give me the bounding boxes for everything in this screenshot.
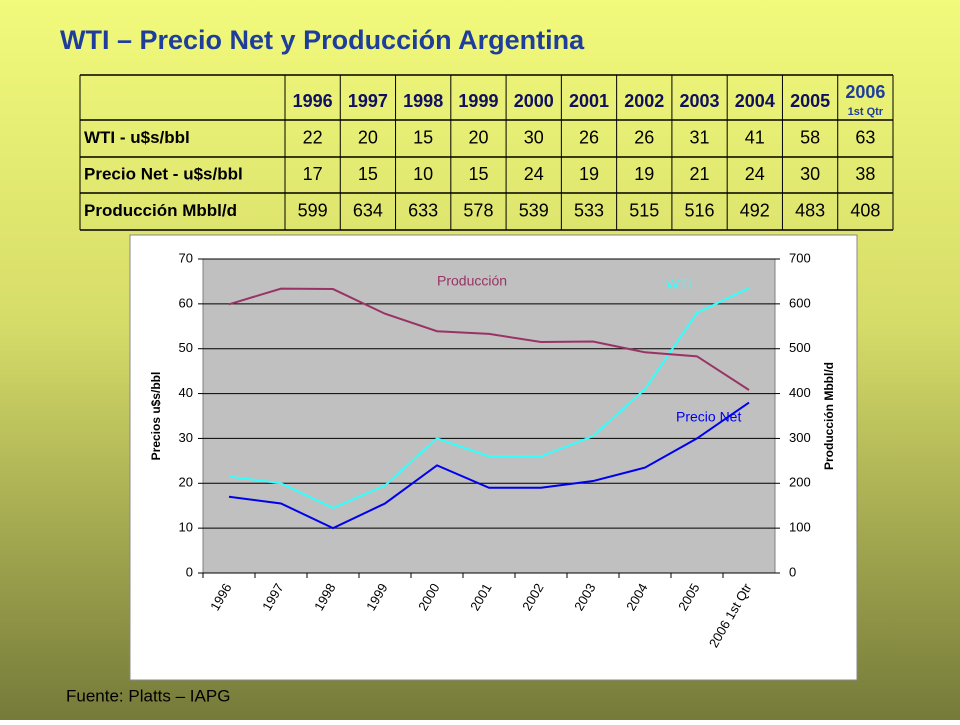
y2-tick-label: 500 [789, 340, 811, 355]
table-cell: 515 [629, 200, 659, 220]
table-cell: 15 [358, 164, 378, 184]
table-header: 1998 [403, 91, 443, 111]
table-cell: 31 [690, 127, 710, 147]
footer: Fuente: Platts – IAPG [66, 686, 230, 705]
y-tick-label: 20 [179, 475, 193, 490]
y2-tick-label: 400 [789, 385, 811, 400]
table-cell: 10 [413, 164, 433, 184]
table-header-note: 1st Qtr [848, 106, 884, 118]
table-cell: 483 [795, 200, 825, 220]
table-cell: 633 [408, 200, 438, 220]
table-cell: 30 [800, 164, 820, 184]
y-tick-label: 70 [179, 250, 193, 265]
table-cell: 38 [855, 164, 875, 184]
y-axis-label: Precios u$s/bbl [149, 372, 163, 461]
table-header: 2003 [680, 91, 720, 111]
y-tick-label: 60 [179, 295, 193, 310]
series-label: WTI [666, 276, 692, 292]
table-header: 2005 [790, 91, 830, 111]
table-header: 1996 [293, 91, 333, 111]
y-tick-label: 10 [179, 520, 193, 535]
y-tick-label: 50 [179, 340, 193, 355]
y2-tick-label: 100 [789, 520, 811, 535]
series-label: Precio Net [676, 409, 741, 425]
table-header: 2006 [845, 82, 885, 102]
table-cell: 15 [468, 164, 488, 184]
table-header: 1999 [458, 91, 498, 111]
table-header: 2000 [514, 91, 554, 111]
series-line [228, 287, 750, 510]
title: WTI – Precio Net y Producción Argentina [60, 25, 585, 55]
y2-axis-label: Producción Mbbl/d [822, 362, 836, 470]
table-cell: 533 [574, 200, 604, 220]
table-cell: 516 [685, 200, 715, 220]
row-label: Precio Net - u$s/bbl [84, 164, 243, 183]
table-cell: 492 [740, 200, 770, 220]
table-cell: 15 [413, 127, 433, 147]
table-cell: 58 [800, 127, 820, 147]
table-cell: 634 [353, 200, 383, 220]
table-cell: 539 [519, 200, 549, 220]
table-cell: 30 [524, 127, 544, 147]
y-tick-label: 30 [179, 430, 193, 445]
series-line [228, 401, 750, 530]
table-header: 2002 [624, 91, 664, 111]
row-label: WTI - u$s/bbl [84, 128, 190, 147]
table-header: 2001 [569, 91, 609, 111]
y2-tick-label: 700 [789, 250, 811, 265]
table-cell: 20 [468, 127, 488, 147]
table-cell: 26 [634, 127, 654, 147]
table-header: 2004 [735, 91, 775, 111]
y2-tick-label: 200 [789, 475, 811, 490]
series-line [228, 287, 750, 391]
y-tick-label: 0 [186, 564, 193, 579]
table-header: 1997 [348, 91, 388, 111]
table-cell: 578 [463, 200, 493, 220]
table-cell: 20 [358, 127, 378, 147]
table-cell: 22 [303, 127, 323, 147]
series-label: Producción [437, 273, 507, 289]
table-cell: 24 [745, 164, 765, 184]
y-tick-label: 40 [179, 385, 193, 400]
table-cell: 408 [850, 200, 880, 220]
table-cell: 26 [579, 127, 599, 147]
table-cell: 17 [303, 164, 323, 184]
table-cell: 21 [690, 164, 710, 184]
y2-tick-label: 300 [789, 430, 811, 445]
table-cell: 24 [524, 164, 544, 184]
table-cell: 19 [579, 164, 599, 184]
y2-tick-label: 600 [789, 295, 811, 310]
table-cell: 19 [634, 164, 654, 184]
table-cell: 599 [298, 200, 328, 220]
table-cell: 41 [745, 127, 765, 147]
table-cell: 63 [855, 127, 875, 147]
y2-tick-label: 0 [789, 564, 796, 579]
plot-area [202, 258, 776, 574]
row-label: Producción Mbbl/d [84, 201, 237, 220]
